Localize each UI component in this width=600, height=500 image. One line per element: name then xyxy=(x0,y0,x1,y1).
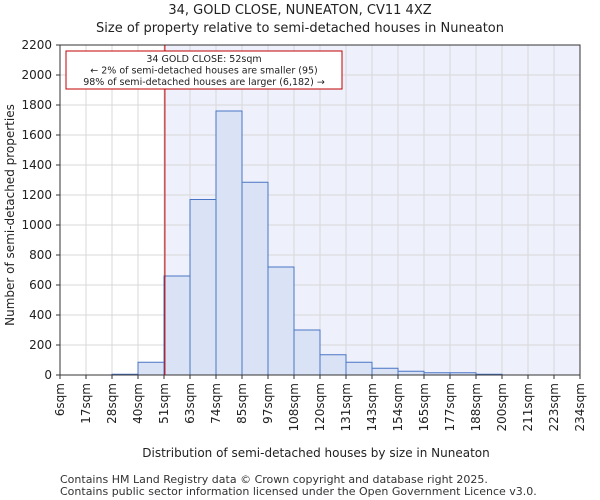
histogram-bar xyxy=(137,361,165,376)
chart-title: 34, GOLD CLOSE, NUNEATON, CV11 4XZ xyxy=(168,3,432,18)
x-tick-label: 40sqm xyxy=(131,383,145,424)
annotation-line-3: 98% of semi-detached houses are larger (… xyxy=(83,77,325,88)
footer-licence: Contains public sector information licen… xyxy=(60,485,537,498)
histogram-bar xyxy=(293,329,321,376)
chart-subtitle: Size of property relative to semi-detach… xyxy=(96,21,504,36)
y-tick-label: 1200 xyxy=(21,188,52,202)
x-tick-label: 211sqm xyxy=(521,383,535,431)
annotation-box xyxy=(65,50,343,90)
x-tick-label: 6sqm xyxy=(53,383,67,416)
histogram-bar xyxy=(371,367,399,376)
x-axis-label: Distribution of semi-detached houses by … xyxy=(142,446,489,460)
x-tick-label: 85sqm xyxy=(235,383,249,424)
x-tick-label: 188sqm xyxy=(469,383,483,431)
x-tick-label: 131sqm xyxy=(339,383,353,431)
footer-copyright: Contains HM Land Registry data © Crown c… xyxy=(60,473,488,486)
y-tick-label: 800 xyxy=(29,248,52,262)
histogram-bar xyxy=(319,354,347,376)
y-tick-label: 600 xyxy=(29,278,52,292)
histogram-bar xyxy=(345,361,373,376)
histogram-bar xyxy=(267,266,295,376)
x-tick-label: 234sqm xyxy=(573,383,587,431)
x-tick-label: 223sqm xyxy=(547,383,561,431)
histogram-bar xyxy=(397,370,425,376)
annotation-line-1: 34 GOLD CLOSE: 52sqm xyxy=(146,54,261,65)
x-tick-label: 154sqm xyxy=(391,383,405,431)
x-tick-label: 108sqm xyxy=(287,383,301,431)
x-tick-label: 143sqm xyxy=(365,383,379,431)
histogram-bar xyxy=(163,275,191,376)
x-tick-label: 51sqm xyxy=(157,383,171,424)
y-axis-label: Number of semi-detached properties xyxy=(3,104,17,326)
y-tick-label: 2000 xyxy=(21,68,52,82)
x-tick-label: 28sqm xyxy=(105,383,119,424)
y-tick-label: 2200 xyxy=(21,38,52,52)
y-tick-label: 1800 xyxy=(21,98,52,112)
histogram-bar xyxy=(241,181,269,376)
x-tick-label: 200sqm xyxy=(495,383,509,431)
x-tick-label: 17sqm xyxy=(79,383,93,424)
y-tick-label: 1400 xyxy=(21,158,52,172)
x-tick-label: 177sqm xyxy=(443,383,457,431)
histogram-bar xyxy=(189,199,217,376)
x-tick-label: 63sqm xyxy=(183,383,197,424)
y-tick-label: 1600 xyxy=(21,128,52,142)
annotation-line-2: ← 2% of semi-detached houses are smaller… xyxy=(90,66,318,77)
histogram-bar xyxy=(215,110,243,376)
y-tick-label: 400 xyxy=(29,308,52,322)
x-tick-label: 97sqm xyxy=(261,383,275,424)
x-tick-label: 74sqm xyxy=(209,383,223,424)
y-tick-label: 200 xyxy=(29,338,52,352)
x-tick-label: 120sqm xyxy=(313,383,327,431)
y-tick-label: 1000 xyxy=(21,218,52,232)
y-tick-label: 0 xyxy=(44,368,52,382)
x-tick-label: 165sqm xyxy=(417,383,431,431)
